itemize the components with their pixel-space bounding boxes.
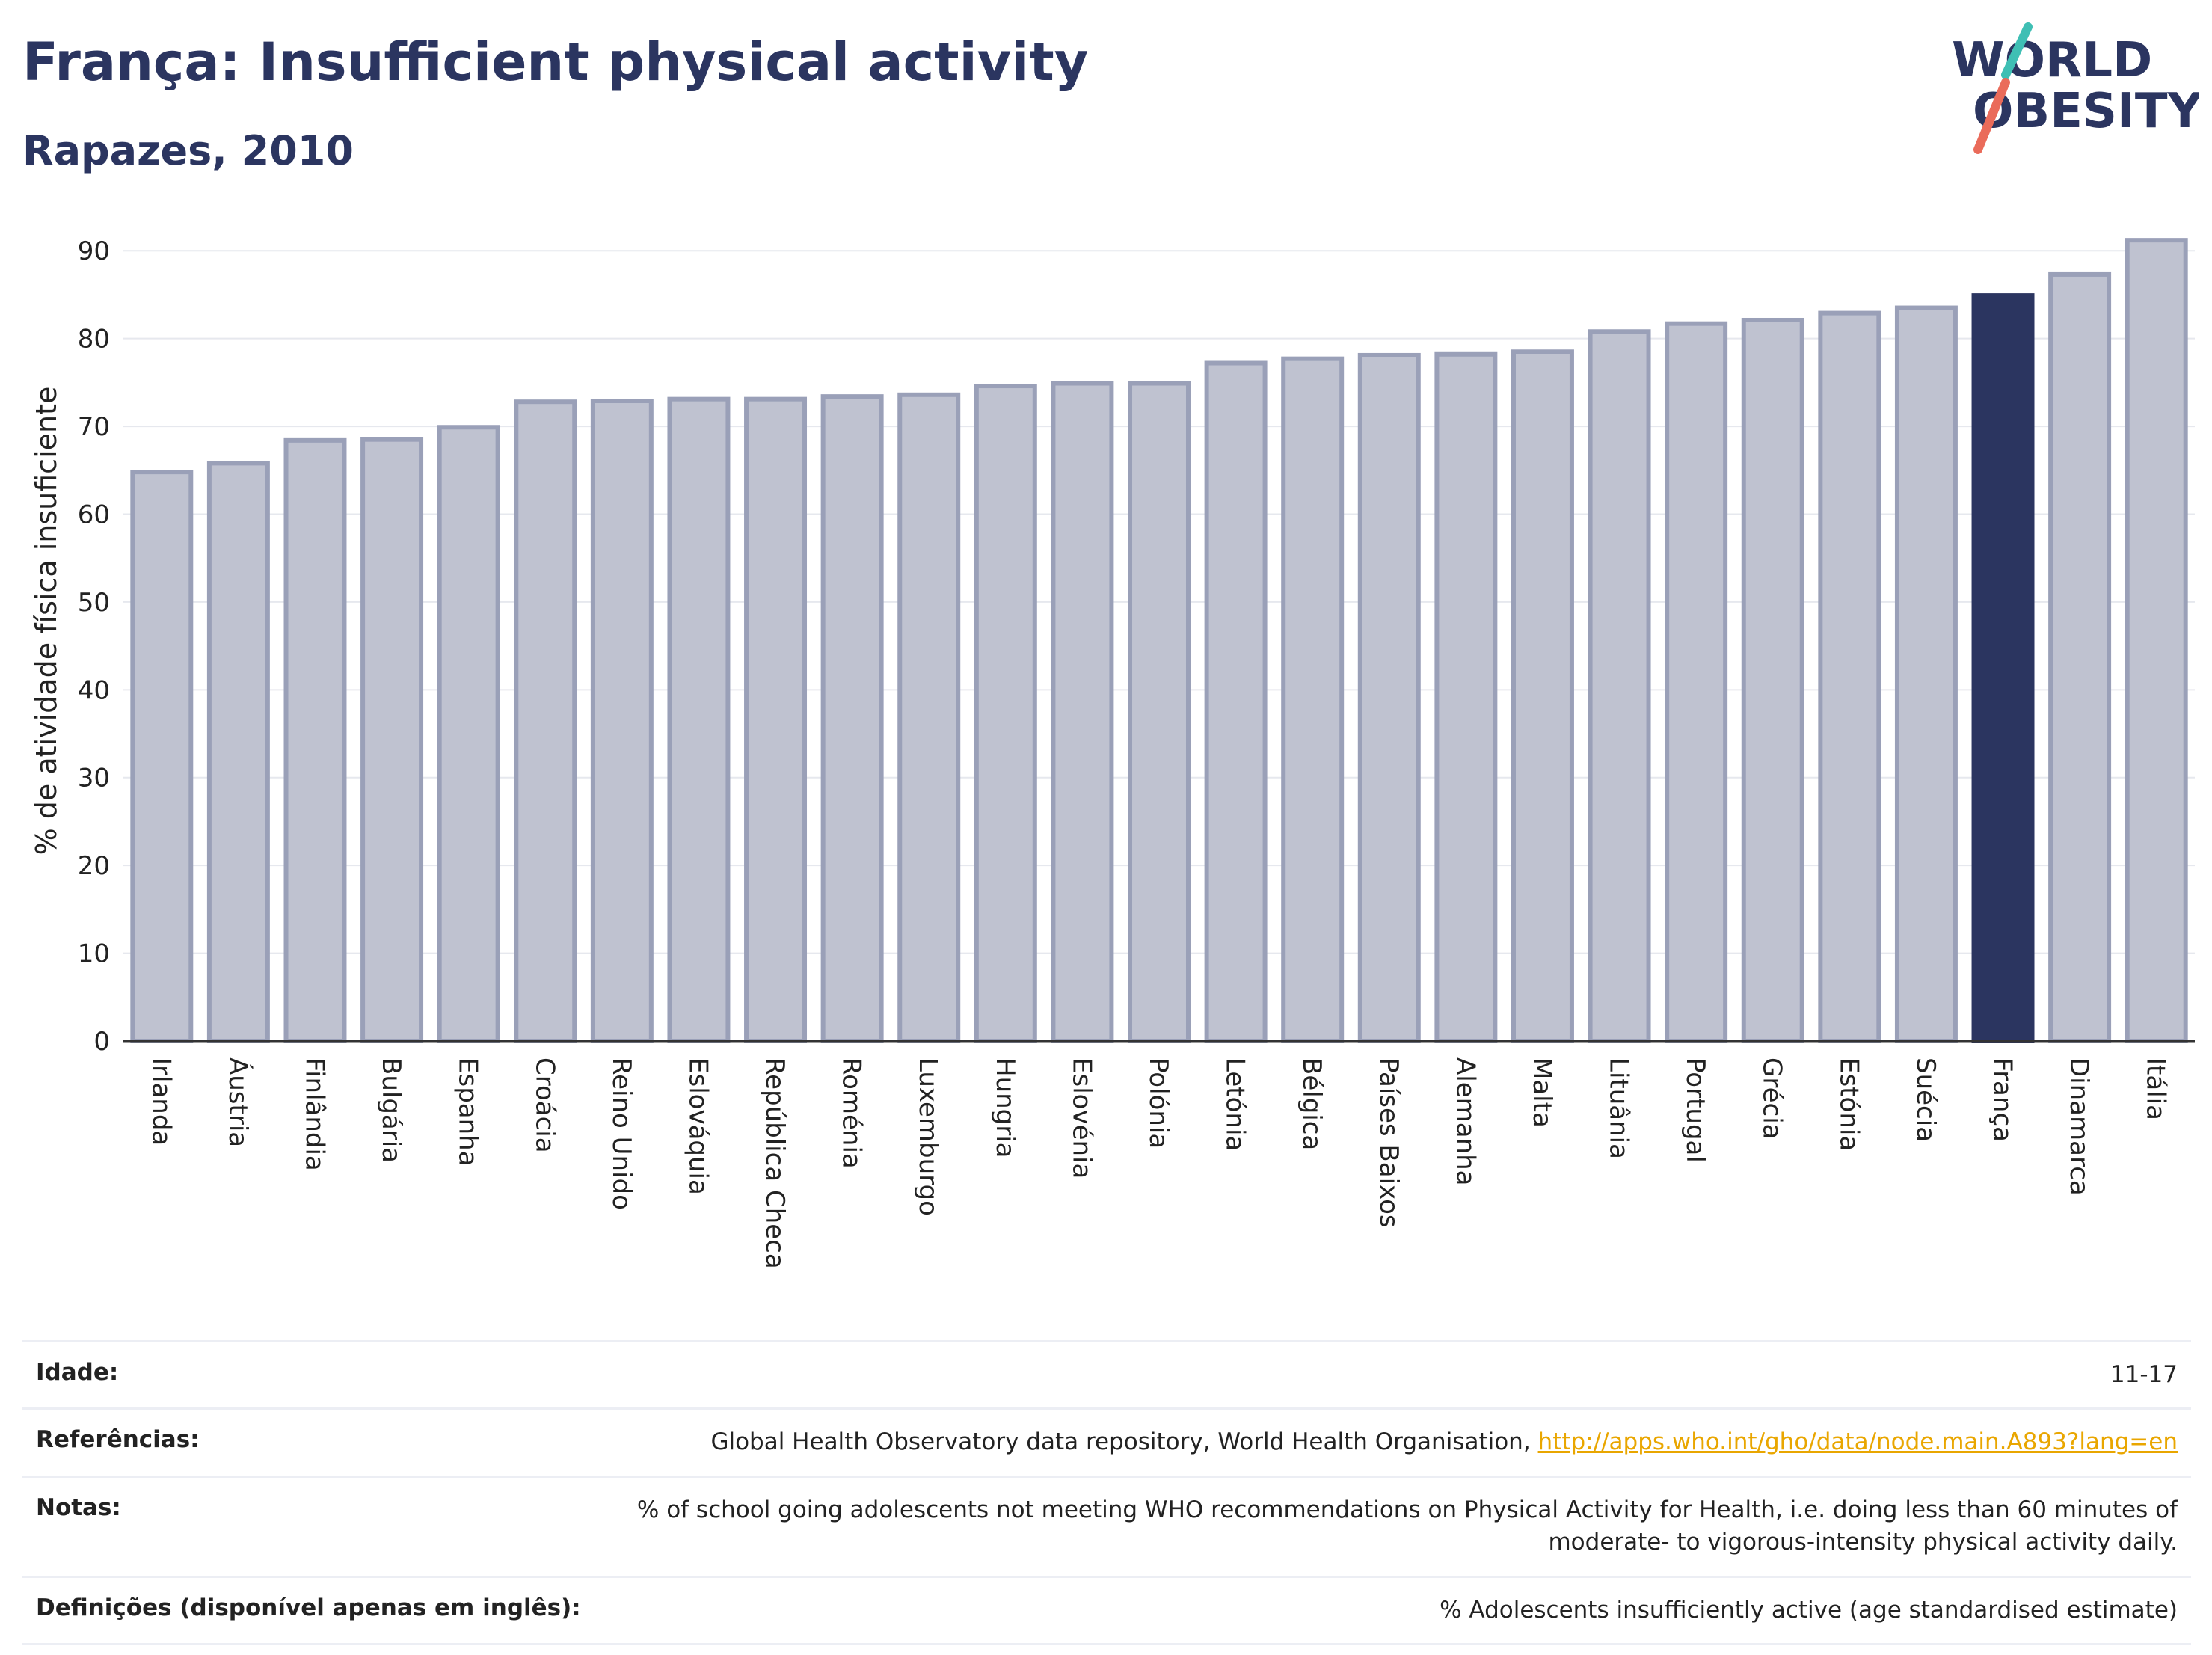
x-tick-label: Croácia xyxy=(529,1057,559,1153)
y-tick-label: 50 xyxy=(78,588,110,618)
bar-eslováquia[interactable] xyxy=(667,396,731,1043)
bar-países-baixos[interactable] xyxy=(1357,352,1421,1043)
chart-bars xyxy=(130,238,2188,1044)
x-tick-label: Portugal xyxy=(1680,1057,1710,1163)
bar-áustria[interactable] xyxy=(206,461,270,1043)
bar-chart: 0 10 20 30 40 50 60 70 80 90 Irlanda Áustria Finlân… xyxy=(30,236,2195,1269)
y-tick-label: 80 xyxy=(78,325,110,354)
x-tick-label: Estónia xyxy=(1834,1057,1864,1151)
bar-eslovénia[interactable] xyxy=(1051,381,1114,1043)
bar-itália[interactable] xyxy=(2125,238,2188,1043)
x-tick-label: Polónia xyxy=(1143,1057,1173,1149)
x-tick-label: Espanha xyxy=(453,1057,483,1167)
bar-dinamarca[interactable] xyxy=(2048,271,2112,1043)
bar-malta[interactable] xyxy=(1511,349,1574,1043)
x-tick-label: Roménia xyxy=(837,1057,867,1169)
x-tick-label: Grécia xyxy=(1757,1057,1787,1139)
info-value: Global Health Observatory data repositor… xyxy=(710,1426,2178,1458)
y-tick-label: 70 xyxy=(78,412,110,442)
bar-grécia[interactable] xyxy=(1741,317,1804,1043)
bar-croácia[interactable] xyxy=(514,399,577,1043)
bar-república-checa[interactable] xyxy=(744,396,808,1043)
x-tick-label: Dinamarca xyxy=(2064,1057,2094,1196)
y-tick-label: 0 xyxy=(93,1027,110,1057)
info-row-age: Idade: 11-17 xyxy=(22,1340,2191,1407)
info-value: % of school going adolescents not meetin… xyxy=(636,1496,2178,1556)
info-table: Idade: 11-17 Referências: Global Health … xyxy=(22,1340,2191,1645)
y-tick-label: 30 xyxy=(78,764,110,793)
bar-bulgária[interactable] xyxy=(360,437,424,1043)
y-tick-label: 20 xyxy=(78,851,110,881)
x-tick-label: Lituânia xyxy=(1604,1057,1634,1159)
bar-irlanda[interactable] xyxy=(130,470,194,1043)
info-value: % Adolescents insufficiently active (age… xyxy=(1440,1596,2178,1624)
logo-line1: WORLD xyxy=(1952,33,2152,88)
bar-letónia[interactable] xyxy=(1204,360,1268,1043)
reference-link[interactable]: http://apps.who.int/gho/data/node.main.A… xyxy=(1537,1428,2178,1456)
bar-polónia[interactable] xyxy=(1128,381,1191,1043)
x-tick-label: Alemanha xyxy=(1450,1057,1480,1186)
x-tick-label: Itália xyxy=(2141,1057,2171,1120)
x-tick-label: Bulgária xyxy=(376,1057,406,1163)
x-tick-label: Áustria xyxy=(223,1057,254,1147)
info-row-definitions: Definições (disponível apenas em inglês)… xyxy=(22,1575,2191,1645)
x-tick-label: Irlanda xyxy=(146,1057,176,1146)
x-tick-label: Eslováquia xyxy=(683,1057,713,1195)
x-tick-label: Malta xyxy=(1527,1057,1557,1128)
info-label: Idade: xyxy=(36,1359,119,1386)
bar-estónia[interactable] xyxy=(1818,310,1881,1043)
bar-lituânia[interactable] xyxy=(1588,329,1651,1044)
bar-espanha[interactable] xyxy=(437,425,500,1043)
x-tick-label: Hungria xyxy=(990,1057,1020,1158)
y-tick-label: 40 xyxy=(78,675,110,705)
logo-line2: OBESITY xyxy=(1973,84,2199,139)
x-tick-label: Suécia xyxy=(1911,1057,1941,1142)
x-tick-label: Reino Unido xyxy=(606,1057,636,1210)
bar-frança[interactable] xyxy=(1971,293,2035,1043)
x-tick-label: Letónia xyxy=(1220,1057,1250,1151)
page-subtitle: Rapazes, 2010 xyxy=(22,127,354,174)
reference-text: Global Health Observatory data repositor… xyxy=(710,1428,1538,1456)
y-axis-ticks: 0 10 20 30 40 50 60 70 80 90 xyxy=(78,236,110,1057)
y-axis-label: % de atividade física insuficiente xyxy=(30,387,63,856)
info-value: 11-17 xyxy=(2110,1361,2178,1388)
bar-portugal[interactable] xyxy=(1665,321,1728,1043)
bar-suécia[interactable] xyxy=(1894,305,1958,1043)
bar-reino-unido[interactable] xyxy=(590,399,654,1043)
bar-bélgica[interactable] xyxy=(1281,356,1345,1043)
bar-alemanha[interactable] xyxy=(1434,351,1498,1043)
info-label: Definições (disponível apenas em inglês)… xyxy=(36,1594,581,1621)
info-label: Notas: xyxy=(36,1493,121,1521)
info-row-references: Referências: Global Health Observatory d… xyxy=(22,1407,2191,1475)
bar-finlândia[interactable] xyxy=(283,437,347,1043)
y-tick-label: 90 xyxy=(78,236,110,266)
x-tick-label: Bélgica xyxy=(1297,1057,1327,1150)
x-tick-label: Países Baixos xyxy=(1374,1057,1404,1228)
bar-roménia[interactable] xyxy=(820,394,884,1043)
bar-hungria[interactable] xyxy=(974,384,1037,1043)
info-row-notes: Notas: % of school going adolescents not… xyxy=(22,1475,2191,1576)
x-tick-label: Finlândia xyxy=(299,1057,329,1171)
x-axis-labels: Irlanda Áustria Finlândia Bulgária Espanha Cr… xyxy=(146,1057,2170,1269)
y-tick-label: 60 xyxy=(78,500,110,529)
x-tick-label: República Checa xyxy=(760,1057,790,1269)
page-title: França: Insufficient physical activity xyxy=(22,31,1089,93)
bar-luxemburgo[interactable] xyxy=(897,392,961,1043)
x-tick-label: França xyxy=(1988,1057,2018,1142)
x-tick-label: Eslovénia xyxy=(1066,1057,1096,1179)
info-label: Referências: xyxy=(36,1426,200,1454)
y-tick-label: 10 xyxy=(78,939,110,969)
world-obesity-logo: WORLD OBESITY xyxy=(1952,22,2199,154)
x-tick-label: Luxemburgo xyxy=(913,1057,943,1216)
